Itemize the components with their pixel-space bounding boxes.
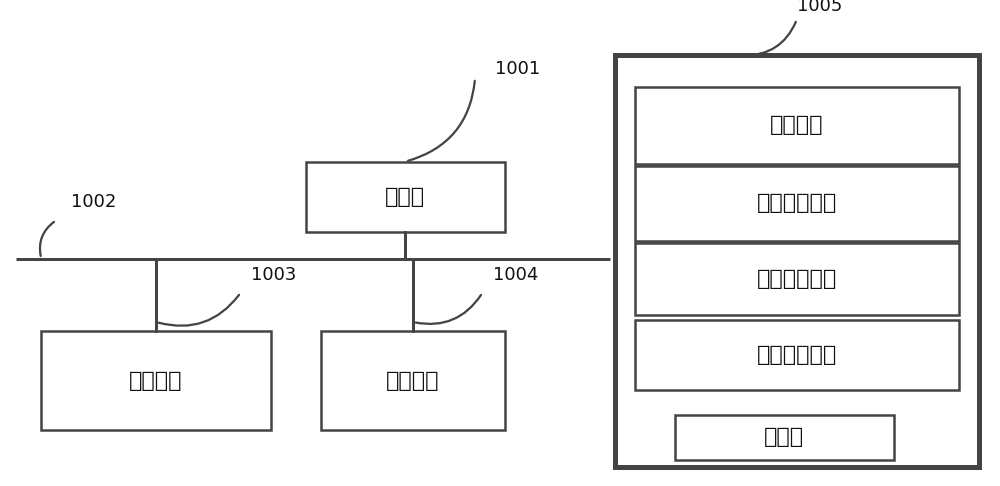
Text: 1005: 1005 bbox=[797, 0, 842, 15]
Bar bbox=[635, 320, 959, 390]
Bar bbox=[615, 55, 979, 467]
Text: 1004: 1004 bbox=[493, 265, 538, 283]
Text: 处理器: 处理器 bbox=[385, 187, 425, 207]
Text: 存储器: 存储器 bbox=[764, 427, 804, 447]
Bar bbox=[635, 243, 959, 315]
Bar bbox=[635, 87, 959, 164]
Text: 代码处理程序: 代码处理程序 bbox=[757, 345, 837, 364]
Bar bbox=[320, 331, 505, 431]
Text: 1001: 1001 bbox=[495, 60, 540, 78]
Text: 用户接口模块: 用户接口模块 bbox=[757, 269, 837, 289]
Bar bbox=[306, 162, 505, 232]
Bar bbox=[675, 415, 894, 460]
Text: 网络通信模块: 网络通信模块 bbox=[757, 193, 837, 213]
Bar bbox=[41, 331, 271, 431]
Text: 1002: 1002 bbox=[71, 193, 117, 211]
Text: 网络接口: 网络接口 bbox=[386, 371, 439, 391]
Text: 1003: 1003 bbox=[251, 265, 296, 283]
Text: 用户接口: 用户接口 bbox=[129, 371, 183, 391]
Text: 操作系统: 操作系统 bbox=[770, 116, 823, 136]
Bar bbox=[635, 166, 959, 241]
